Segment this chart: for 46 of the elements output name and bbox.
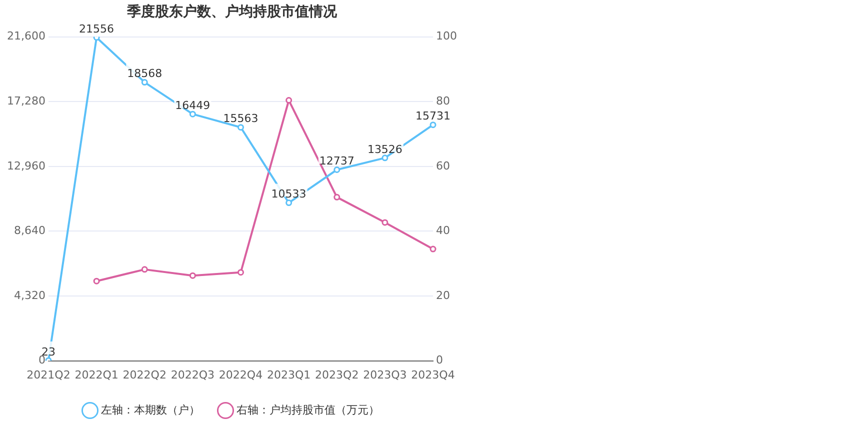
data-label: 18568 <box>127 67 162 80</box>
point <box>93 278 100 284</box>
x-tick-label: 2023Q3 <box>363 368 407 382</box>
y2-tick-label: 40 <box>436 224 450 238</box>
x-tick-label: 2021Q2 <box>26 368 70 382</box>
x-tick-label: 2022Q2 <box>122 368 166 382</box>
y2-tick-label: 60 <box>436 159 450 172</box>
point <box>334 194 340 200</box>
data-label: 15731 <box>416 110 451 123</box>
point <box>430 122 436 128</box>
y2-tick-label: 100 <box>436 30 458 43</box>
point <box>334 166 340 173</box>
point <box>286 200 292 206</box>
y-tick-label: 17,280 <box>6 94 46 108</box>
x-tick-label: 2023Q2 <box>315 368 359 382</box>
y2-tick-label: 20 <box>436 288 450 302</box>
x-tick-label: 2023Q4 <box>411 368 455 382</box>
data-label: 16449 <box>175 98 210 112</box>
chart-title: 季度股东户数、户均持股市值情况 <box>126 3 338 20</box>
x-tick-label: 2023Q1 <box>266 368 311 382</box>
y-tick-label: 4,320 <box>14 288 46 302</box>
y2-tick-label: 80 <box>436 94 450 108</box>
point <box>237 269 244 276</box>
x-tick-label: 2022Q3 <box>170 368 215 382</box>
point <box>430 246 436 252</box>
x-tick-label: 2022Q4 <box>218 368 263 382</box>
y-tick-label: 8,640 <box>14 224 46 238</box>
point <box>286 97 292 104</box>
data-label: 13526 <box>367 142 402 156</box>
data-label: 21556 <box>79 22 114 36</box>
legend-label: 右轴：户均持股市值（万元） <box>236 403 380 416</box>
data-label: 12737 <box>319 154 354 168</box>
point <box>189 110 196 118</box>
legend-label: 左轴：本期数（户） <box>101 403 200 416</box>
data-label: 10533 <box>271 188 306 201</box>
point <box>237 124 244 131</box>
data-label: 15563 <box>223 112 258 126</box>
point <box>189 272 196 279</box>
y2-tick-label: 0 <box>436 354 444 367</box>
point <box>141 79 148 86</box>
y-tick-label: 21,600 <box>6 30 46 43</box>
point <box>382 154 388 162</box>
point <box>382 219 388 226</box>
y-tick-label: 12,960 <box>6 159 46 172</box>
x-tick-label: 2022Q1 <box>74 368 118 382</box>
point <box>141 266 148 273</box>
